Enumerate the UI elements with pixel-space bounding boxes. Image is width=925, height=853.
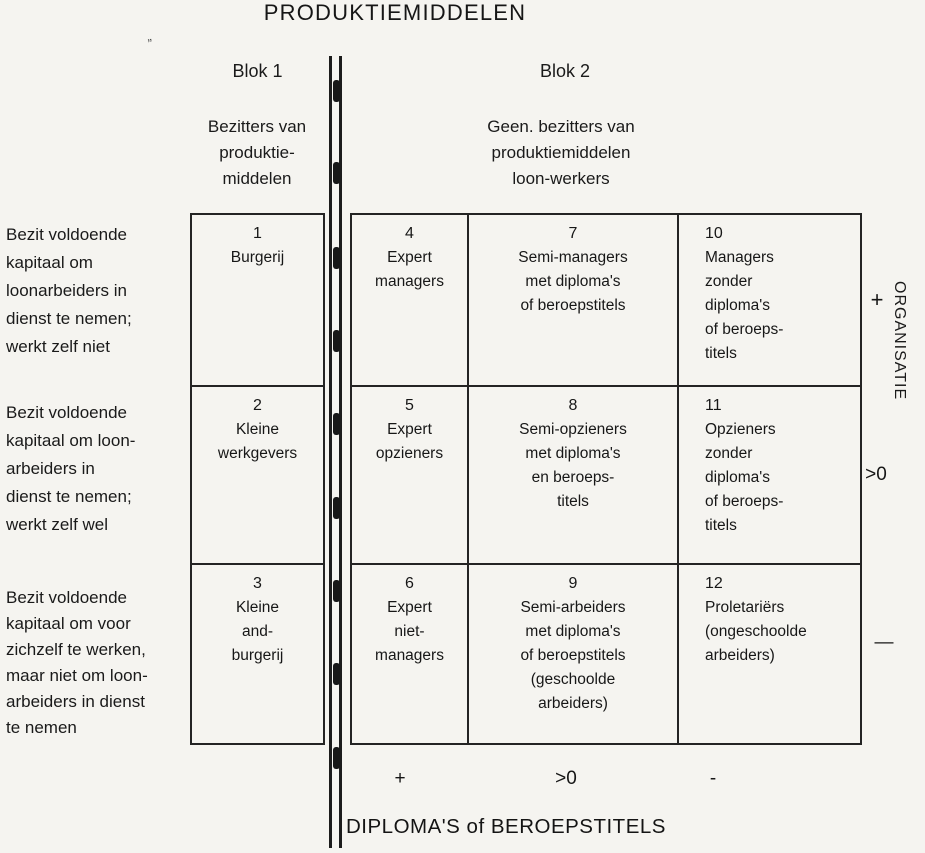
right-axis-label: ORGANISATIE: [891, 281, 908, 401]
diagram-title: PRODUKTIEMIDDELEN: [263, 0, 527, 25]
table-cell-2: 2 Kleine werkgevers: [190, 385, 325, 565]
cell-12-label: Proletariërs (ongeschoolde arbeiders): [705, 599, 807, 664]
cell-3-number: 3: [253, 575, 262, 592]
chain-knot: [333, 162, 340, 184]
table-cell-11: 11 Opzieners zonder diploma's of beroeps…: [677, 385, 862, 565]
cell-8-number: 8: [568, 397, 578, 414]
cell-10-number: 10: [705, 225, 723, 242]
cell-2-number: 2: [253, 397, 262, 414]
right-axis-minus: —: [874, 632, 894, 653]
right-axis-plus: +: [870, 287, 884, 312]
chain-knot: [333, 497, 340, 519]
cell-6-number: 6: [405, 575, 414, 592]
scan-artifact: ”: [146, 35, 154, 52]
row-label-2: Bezit voldoende kapitaal om loon- arbeid…: [6, 403, 136, 534]
table-cell-12: 12 Proletariërs (ongeschoolde arbeiders): [677, 563, 862, 745]
chain-knot: [333, 580, 340, 602]
cell-2-label: Kleine werkgevers: [217, 421, 298, 462]
cell-4-label: Expert managers: [375, 249, 444, 290]
chain-knot: [333, 330, 340, 352]
bottom-axis-minus: -: [709, 768, 717, 789]
bottom-axis-label: DIPLOMA'S of BEROEPSTITELS: [346, 815, 666, 838]
bottom-axis-mid: >0: [555, 768, 577, 789]
blok2-header: Geen. bezitters van produktiemiddelen lo…: [487, 117, 635, 188]
row-label-3: Bezit voldoende kapitaal om voor zichzel…: [6, 588, 148, 737]
cell-3-label: Kleine and- burgerij: [231, 599, 284, 664]
cell-1-number: 1: [253, 225, 262, 242]
table-cell-8: 8 Semi-opzieners met diploma's en beroep…: [467, 385, 679, 565]
cell-6-label: Expert niet- managers: [375, 599, 444, 664]
cell-5-label: Expert opzieners: [375, 421, 444, 462]
cell-10-label: Managers zonder diploma's of beroeps- ti…: [705, 249, 784, 362]
right-axis-mid: >0: [865, 464, 887, 485]
cell-11-number: 11: [705, 397, 722, 414]
table-cell-10: 10 Managers zonder diploma's of beroeps-…: [677, 213, 862, 387]
cell-11-label: Opzieners zonder diploma's of beroeps- t…: [705, 421, 784, 534]
blok2-label: Blok 2: [539, 61, 591, 81]
cell-9-number: 9: [568, 575, 578, 592]
cell-7-label: Semi-managers met diploma's of beroepsti…: [518, 249, 628, 314]
chain-knot: [333, 247, 340, 269]
bottom-axis-plus: +: [394, 768, 406, 789]
table-cell-3: 3 Kleine and- burgerij: [190, 563, 325, 745]
cell-12-number: 12: [705, 575, 723, 592]
chain-knot: [333, 413, 340, 435]
table-cell-5: 5 Expert opzieners: [350, 385, 469, 565]
table-cell-4: 4 Expert managers: [350, 213, 469, 387]
cell-4-number: 4: [405, 225, 414, 242]
table-cell-7: 7 Semi-managers met diploma's of beroeps…: [467, 213, 679, 387]
cell-9-label: Semi-arbeiders met diploma's of beroepst…: [520, 599, 626, 712]
chain-knot: [333, 663, 340, 685]
table-cell-9: 9 Semi-arbeiders met diploma's of beroep…: [467, 563, 679, 745]
chain-knot: [333, 747, 340, 769]
table-cell-1: 1 Burgerij: [190, 213, 325, 387]
chain-knot: [333, 80, 340, 102]
cell-7-number: 7: [568, 225, 578, 242]
block-divider-line: [329, 56, 342, 848]
table-cell-6: 6 Expert niet- managers: [350, 563, 469, 745]
cell-1-label: Burgerij: [230, 249, 285, 266]
cell-5-number: 5: [405, 397, 414, 414]
blok1-header: Bezitters van produktie- middelen: [207, 117, 307, 188]
row-label-1: Bezit voldoende kapitaal om loonarbeider…: [6, 225, 132, 356]
blok1-label: Blok 1: [232, 61, 283, 81]
cell-8-label: Semi-opzieners met diploma's en beroeps-…: [519, 421, 627, 510]
